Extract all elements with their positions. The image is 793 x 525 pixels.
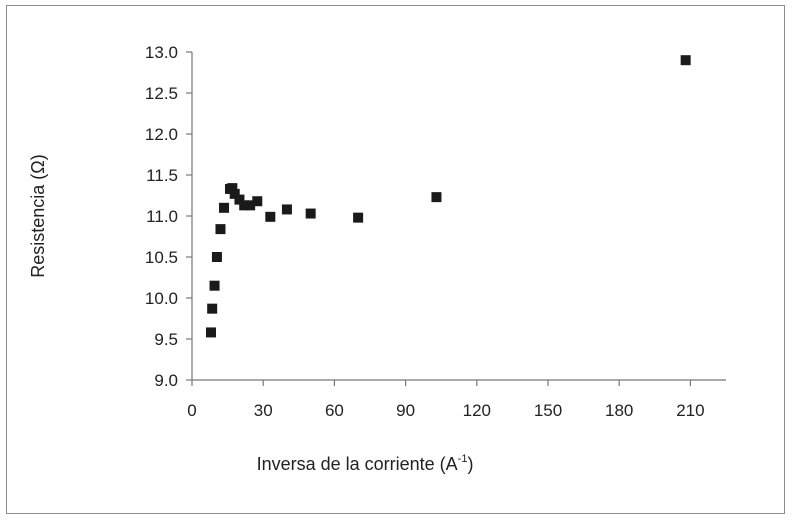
data-point bbox=[215, 224, 226, 235]
data-point bbox=[431, 192, 442, 203]
y-tick-label: 11.0 bbox=[146, 207, 178, 226]
data-points bbox=[205, 55, 691, 338]
data-point bbox=[239, 200, 250, 211]
x-axis-title-text: Inversa de la corriente (A bbox=[257, 454, 458, 474]
data-point bbox=[219, 202, 230, 213]
y-tick-label: 10.0 bbox=[145, 289, 178, 308]
data-point bbox=[265, 211, 276, 222]
axes: 9.0 9.5 10.0 10.5 11.0 11.5 12.0 12.5 13.0 0 30 60 9… bbox=[145, 43, 726, 420]
x-axis-title-suffix: ) bbox=[467, 454, 473, 474]
x-tick-label: 120 bbox=[463, 401, 491, 420]
data-point bbox=[680, 55, 691, 66]
data-point bbox=[227, 183, 238, 194]
data-point bbox=[353, 212, 364, 223]
y-tick-label: 10.5 bbox=[145, 248, 178, 267]
y-tick-label: 12.5 bbox=[145, 84, 178, 103]
x-tick-label: 150 bbox=[534, 401, 562, 420]
x-tick-label: 30 bbox=[254, 401, 273, 420]
data-point bbox=[211, 252, 222, 262]
data-point bbox=[281, 204, 292, 215]
data-point bbox=[207, 303, 218, 314]
x-tick-label: 90 bbox=[396, 401, 415, 420]
x-tick-label: 210 bbox=[676, 401, 704, 420]
y-tick-label: 9.5 bbox=[154, 330, 178, 349]
chart-frame bbox=[6, 5, 785, 514]
data-point bbox=[205, 327, 216, 338]
x-tick-label: 60 bbox=[325, 401, 344, 420]
x-tick-label: 0 bbox=[187, 401, 196, 420]
y-tick-label: 9.0 bbox=[154, 371, 178, 390]
data-point bbox=[252, 196, 263, 207]
data-point bbox=[234, 194, 245, 205]
x-tick-label: 180 bbox=[605, 401, 633, 420]
y-tick-label: 11.5 bbox=[146, 166, 178, 185]
data-point bbox=[245, 200, 256, 211]
data-point bbox=[305, 208, 316, 219]
data-point bbox=[229, 188, 240, 199]
y-tick-label: 13.0 bbox=[145, 43, 178, 62]
data-point bbox=[209, 280, 220, 291]
x-axis-title: Inversa de la corriente (A-1) bbox=[257, 453, 474, 474]
x-axis-title-superscript: -1 bbox=[458, 453, 468, 465]
y-axis-title: Resistencia (Ω) bbox=[28, 154, 48, 278]
y-tick-label: 12.0 bbox=[145, 125, 178, 144]
